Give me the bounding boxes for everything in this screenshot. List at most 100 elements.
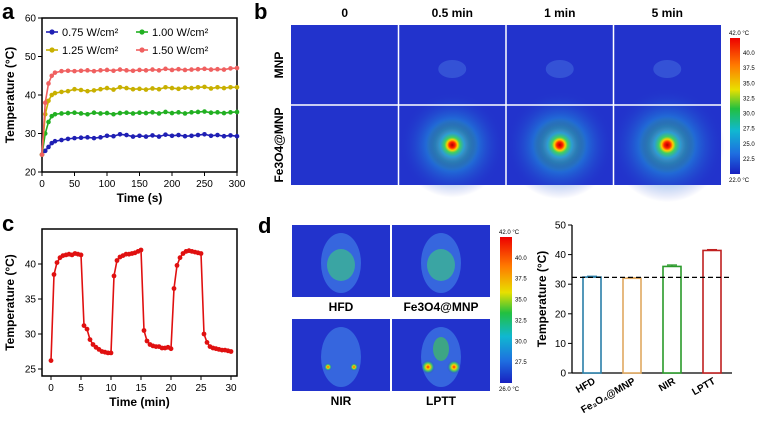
y-axis-label: Temperature (°C) (3, 47, 17, 144)
column-header: 0 (341, 6, 348, 20)
thermal-images-d: HFD Fe3O4@MNP NIR LPTT 42.0 °C 26.0 °C 40.0 37.… (292, 225, 527, 408)
data-point (204, 340, 210, 345)
data-point (104, 67, 110, 73)
data-point (189, 110, 194, 115)
colorbar-tick-label: 35.0 (743, 81, 755, 87)
data-point (228, 66, 233, 71)
image-label: Fe3O4@MNP (403, 300, 478, 314)
legend-marker (49, 29, 55, 35)
data-point (54, 260, 60, 265)
x-tick-label: NIR (657, 376, 678, 395)
legend-label: 1.00 W/cm² (152, 27, 209, 39)
colorbar-tick-label: 37.5 (743, 66, 755, 72)
data-point (65, 68, 71, 74)
x-tick-label: 250 (196, 179, 213, 190)
data-point (91, 110, 97, 116)
data-point (65, 110, 71, 116)
data-point (108, 350, 114, 356)
data-point (189, 85, 194, 91)
data-point (52, 70, 58, 75)
data-point (228, 349, 234, 354)
y-tick-label: 20 (555, 309, 567, 320)
data-point (177, 255, 183, 261)
data-point (150, 67, 155, 72)
data-point (137, 67, 142, 73)
image-label: HFD (329, 300, 354, 314)
data-point (163, 85, 168, 90)
chart-c-cycling: 0 5 10 15 20 25 30 25 30 35 40 Time (min) Temperatur… (3, 228, 238, 409)
mouse-body (321, 327, 361, 387)
data-point (72, 135, 77, 141)
data-point (141, 328, 147, 333)
data-point (46, 144, 51, 150)
data-point (195, 66, 201, 72)
data-point (111, 273, 117, 279)
row-label: Fe3O4@MNP (272, 107, 286, 182)
data-point (228, 133, 233, 138)
y-tick-label: 40 (555, 250, 567, 261)
data-point (85, 68, 90, 73)
data-point (195, 109, 201, 115)
warm-region (327, 249, 355, 281)
bar (622, 277, 642, 374)
y-axis-label: Temperature (°C) (3, 254, 17, 351)
colorbar-tick-label: 27.5 (515, 360, 527, 366)
data-point (156, 134, 162, 139)
y-tick-label: 35 (25, 295, 37, 306)
data-point (98, 68, 103, 73)
data-point (52, 90, 58, 96)
y-tick-label: 0 (560, 369, 566, 380)
colorbar-tick-label: 40.0 (743, 51, 755, 57)
faint-spot (545, 60, 574, 78)
x-tick-label: 30 (225, 383, 237, 394)
y-tick-label: 50 (555, 221, 567, 232)
bar (702, 249, 722, 374)
data-point (130, 86, 136, 92)
column-header: 0.5 min (432, 6, 473, 20)
data-point (90, 342, 96, 347)
data-point (176, 132, 181, 138)
colorbar-min-label: 26.0 °C (499, 387, 520, 393)
data-point (189, 133, 194, 139)
data-point (150, 133, 155, 138)
data-point (171, 286, 177, 291)
data-point (169, 133, 175, 139)
y-tick-label: 30 (25, 129, 37, 140)
data-point (202, 84, 207, 90)
data-point (78, 87, 84, 93)
data-point (51, 272, 57, 277)
data-point (208, 86, 214, 91)
warm-region (433, 337, 449, 361)
hotspot (324, 363, 332, 371)
data-point (156, 111, 162, 116)
data-point (52, 111, 58, 117)
data-point (228, 110, 233, 115)
data-point (124, 110, 129, 116)
data-point (91, 135, 97, 141)
y-tick-label: 30 (555, 280, 567, 291)
data-point (234, 133, 240, 139)
faint-spot (653, 60, 682, 78)
data-point (48, 358, 54, 363)
colorbar-tick-label: 27.5 (743, 127, 755, 133)
colorbar (500, 237, 512, 383)
column-header: 5 min (652, 6, 683, 20)
row-label: MNP (272, 52, 286, 79)
data-point (78, 135, 84, 141)
data-point (72, 110, 77, 116)
data-point (104, 133, 110, 139)
x-tick-label: 0 (48, 383, 54, 394)
thermal-images-b: 0 0.5 min 1 min 5 min MNP Fe3O4@MNP 42.0 °C 22.… (272, 6, 755, 203)
hotspot (535, 120, 585, 170)
data-point (182, 111, 188, 116)
data-point (124, 132, 129, 138)
bar (662, 265, 682, 374)
data-point (150, 86, 155, 91)
data-point (143, 134, 149, 139)
hotspot (421, 360, 435, 374)
x-axis-label: Time (s) (117, 191, 163, 205)
data-point (156, 68, 162, 73)
x-tick-label: 20 (165, 383, 177, 394)
x-tick-label: 25 (195, 383, 207, 394)
